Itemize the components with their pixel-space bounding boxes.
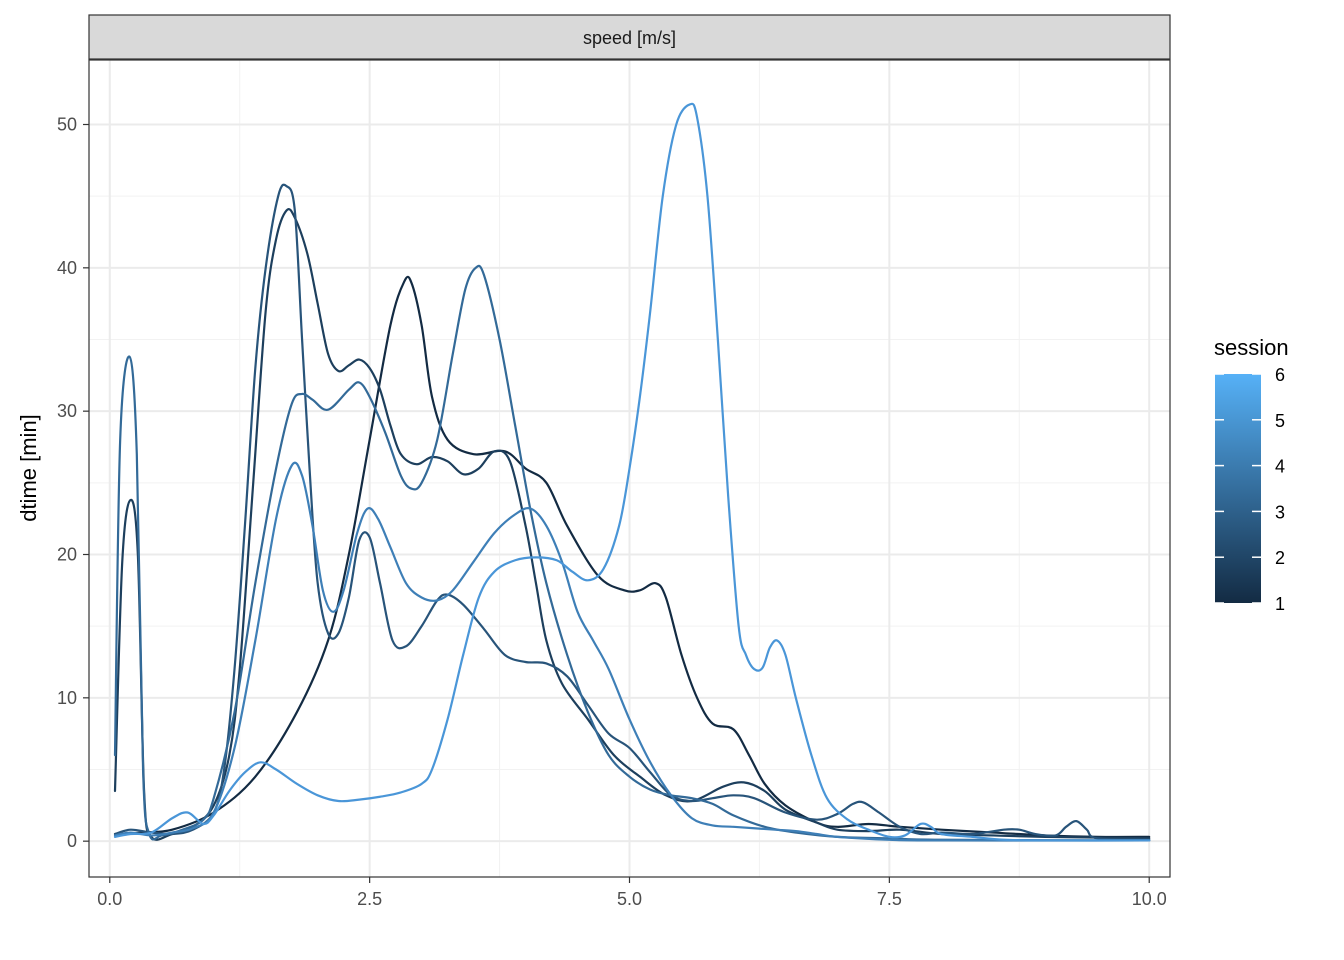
legend-label: 6 xyxy=(1275,365,1285,385)
x-tick-label: 2.5 xyxy=(357,889,382,909)
facet-strip-box xyxy=(88,14,1171,60)
legend-label: 4 xyxy=(1275,457,1285,477)
legend-label: 3 xyxy=(1275,502,1285,522)
y-tick-label: 50 xyxy=(57,115,77,135)
series-line-session-5 xyxy=(113,461,1151,842)
legend-label: 2 xyxy=(1275,548,1285,568)
series-line-session-1 xyxy=(113,275,1151,839)
x-tick-label: 7.5 xyxy=(877,889,902,909)
facet-strip: speed [m/s] xyxy=(88,14,1171,60)
y-tick-label: 0 xyxy=(67,831,77,851)
y-axis-title: dtime [min] xyxy=(16,414,41,522)
legend: session 1 2 3 4 5 6 xyxy=(1214,335,1289,614)
y-axis: 0 10 20 30 40 50 xyxy=(57,115,89,851)
legend-ticks: 1 2 3 4 5 6 xyxy=(1215,365,1285,614)
y-tick-label: 30 xyxy=(57,401,77,421)
legend-label: 1 xyxy=(1275,594,1285,614)
series-line-session-6 xyxy=(113,102,1151,842)
x-tick-label: 10.0 xyxy=(1132,889,1167,909)
plot-panel xyxy=(88,59,1171,878)
legend-label: 5 xyxy=(1275,411,1285,431)
facet-strip-label: speed [m/s] xyxy=(583,28,676,48)
legend-title: session xyxy=(1214,335,1289,360)
y-tick-label: 10 xyxy=(57,688,77,708)
x-tick-label: 5.0 xyxy=(617,889,642,909)
x-axis: 0.0 2.5 5.0 7.5 10.0 xyxy=(97,877,1167,909)
y-tick-label: 40 xyxy=(57,258,77,278)
series-line-session-3 xyxy=(113,183,1151,841)
series-layer xyxy=(113,102,1151,842)
y-tick-label: 20 xyxy=(57,545,77,565)
legend-colorbar xyxy=(1215,374,1261,603)
x-tick-label: 0.0 xyxy=(97,889,122,909)
